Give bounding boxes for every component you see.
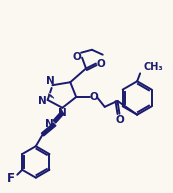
Text: O: O	[73, 52, 81, 62]
Text: O: O	[89, 92, 98, 102]
Text: CH₃: CH₃	[143, 63, 163, 73]
Text: N: N	[38, 96, 47, 106]
Text: N: N	[46, 76, 55, 86]
Text: N: N	[45, 119, 54, 129]
Text: O: O	[96, 58, 105, 69]
Text: N: N	[58, 108, 67, 118]
Text: F: F	[7, 172, 15, 185]
Text: O: O	[115, 115, 124, 125]
